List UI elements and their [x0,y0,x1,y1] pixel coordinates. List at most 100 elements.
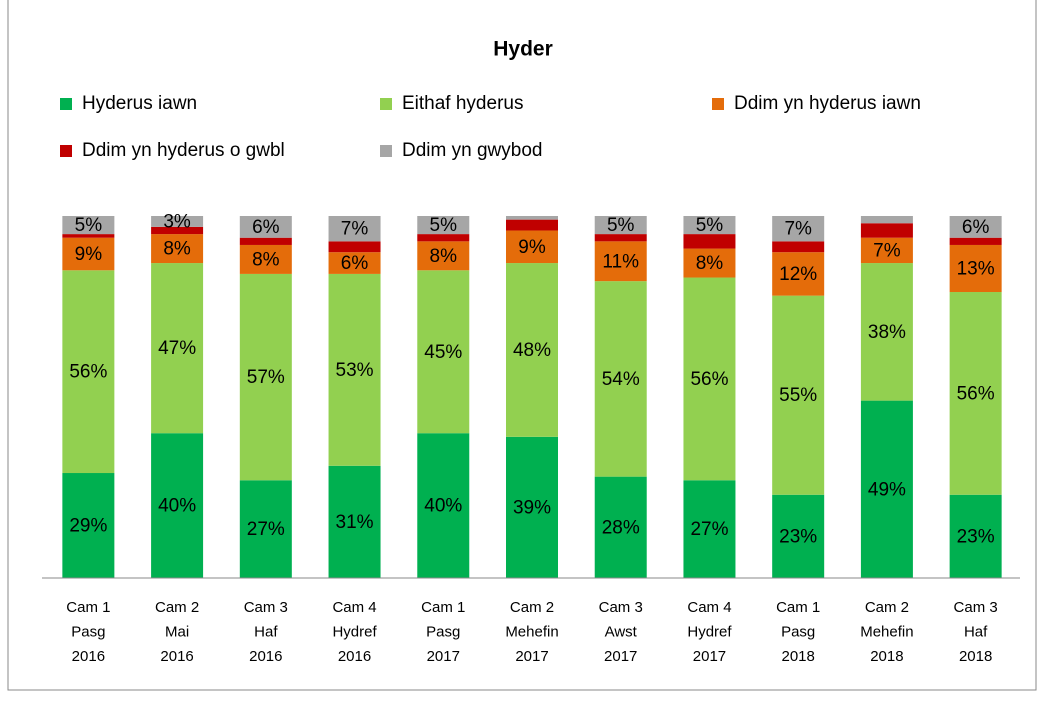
x-tick-label: Cam 1 [66,599,110,616]
bar-segment [328,465,381,578]
x-tick-label: Pasg [71,623,105,640]
x-tick-label: Pasg [426,623,460,640]
data-label: 56% [690,369,728,390]
x-tick-label: Cam 2 [865,599,909,616]
data-label: 11% [602,251,639,272]
x-tick-label: 2016 [338,648,371,665]
x-tick-label: Mai [165,623,189,640]
x-tick-label: Cam 1 [776,599,820,616]
data-label: 12% [779,264,817,285]
bar-segment [417,234,470,242]
bar-segment [772,241,825,253]
bar-segment [239,480,292,578]
data-label: 27% [690,519,728,540]
x-tick-label: Awst [605,623,638,640]
bar-segment [506,230,558,264]
legend-swatch [60,145,72,157]
x-tick-label: Cam 3 [954,599,998,616]
x-tick-label: 2016 [160,648,193,665]
x-tick-label: 2016 [72,648,105,665]
legend-swatch [60,98,72,110]
data-label: 9% [518,237,546,258]
bar-segment [683,216,736,235]
bar-segment [860,237,913,264]
x-tick-label: Hydref [687,623,732,640]
bar-segment [506,219,558,231]
bar-segment [860,263,913,401]
legend-swatch [380,145,392,157]
x-tick-label: Cam 2 [155,599,199,616]
data-label: 13% [957,259,995,280]
data-label: 9% [75,244,103,265]
data-label: 5% [607,215,635,236]
x-tick-label: Pasg [781,623,815,640]
x-tick-label: Cam 4 [332,599,376,616]
bar-segment [949,216,1002,238]
bar-segment [151,433,204,578]
bar-segment [594,476,647,578]
bar-segment [62,473,115,578]
bar-segment [62,216,115,235]
data-label: 8% [252,249,280,270]
bar-segment [860,223,913,238]
x-tick-label: Cam 4 [687,599,731,616]
x-tick-label: Mehefin [505,623,558,640]
bar-segment [239,244,292,274]
data-label: 47% [158,338,196,359]
x-tick-label: 2017 [693,648,726,665]
data-label: 7% [873,240,901,261]
x-tick-label: 2017 [515,648,548,665]
data-label: 57% [247,367,285,388]
data-label: 54% [602,369,640,390]
data-label: 6% [962,217,990,238]
bar-segment [594,281,647,477]
bar-segment [860,216,913,224]
bar-segment [683,480,736,578]
x-tick-label: Cam 3 [599,599,643,616]
legend-swatch [380,98,392,110]
bar-segment [949,244,1002,293]
legend-swatch [712,98,724,110]
data-label: 8% [430,246,458,267]
data-label: 6% [341,253,369,274]
bar-segment [328,216,381,242]
data-label: 49% [868,479,906,500]
bar-segment [151,263,204,434]
x-tick-label: 2018 [959,648,992,665]
data-label: 7% [341,219,369,240]
legend-label: Eithaf hyderus [402,93,523,114]
bar-segment [949,494,1002,578]
bar-segment [328,273,381,466]
bar-segment [328,252,381,274]
x-tick-label: Hydref [332,623,377,640]
data-label: 7% [784,219,812,240]
bar-segment [772,295,825,495]
bar-segment [683,277,736,481]
x-tick-label: Cam 2 [510,599,554,616]
x-tick-label: Cam 1 [421,599,465,616]
x-tick-label: Mehefin [860,623,913,640]
bar-segment [683,248,736,278]
data-label: 53% [336,360,374,381]
data-label: 8% [696,253,724,274]
bar-segment [62,234,115,238]
data-label: 56% [69,362,107,383]
data-label: 40% [158,496,196,517]
data-label: 55% [779,385,817,406]
chart-title: Hyder [493,38,553,61]
data-label: 23% [779,526,817,547]
bar-segment [772,252,825,296]
x-tick-label: 2017 [604,648,637,665]
bar-segment [239,273,292,481]
data-label: 28% [602,517,640,538]
data-label: 5% [430,215,458,236]
bar-segment [506,436,558,578]
legend-label: Ddim yn hyderus iawn [734,93,921,114]
bar-segment [239,216,292,238]
data-label: 8% [163,239,191,260]
data-label: 23% [957,526,995,547]
bar-segment [417,241,470,271]
x-tick-label: Cam 3 [244,599,288,616]
